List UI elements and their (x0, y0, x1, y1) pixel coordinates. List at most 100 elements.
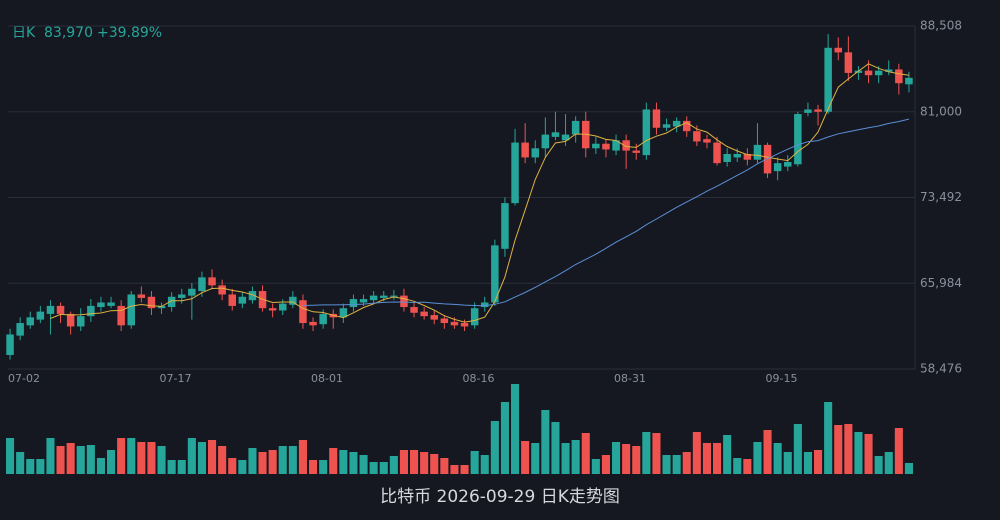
volume-bar (288, 446, 297, 474)
volume-bar (339, 450, 348, 474)
y-tick-label: 58,476 (920, 362, 962, 376)
candle-body (824, 47, 832, 112)
volume-bar (137, 442, 146, 474)
candle-body (188, 288, 196, 296)
candle-body (26, 317, 34, 326)
candle-body (127, 294, 135, 326)
candle-body (289, 296, 297, 305)
volume-bar (682, 452, 691, 474)
volume-bar (319, 460, 328, 474)
volume-bar (773, 443, 782, 474)
volume-bar (56, 446, 65, 474)
candle-body (460, 323, 469, 327)
volume-bar (66, 443, 75, 474)
volume-bar (76, 446, 85, 474)
volume-bar (127, 438, 136, 474)
volume-bar (197, 442, 206, 474)
volume-bar (854, 432, 863, 474)
volume-bar (420, 452, 429, 474)
candle-body (723, 154, 731, 163)
volume-bar (561, 443, 570, 474)
volume-bar (864, 434, 873, 474)
candle-body (622, 140, 630, 151)
volume-bar (551, 422, 560, 474)
candle-body (672, 120, 681, 127)
candle-body (238, 296, 247, 304)
candle-body (410, 307, 418, 313)
candle-body (794, 114, 802, 165)
candle-body (440, 318, 449, 324)
volume-bar (157, 446, 166, 474)
volume-bar (167, 460, 176, 474)
candle-body (319, 313, 327, 325)
candle-body (228, 294, 236, 306)
volume-bar (793, 424, 802, 474)
candle-body (279, 303, 287, 311)
volume-bar (440, 458, 449, 474)
candle-body (470, 308, 479, 326)
candle-body (662, 124, 671, 128)
volume-bar (117, 438, 126, 474)
candle-body (349, 299, 358, 308)
volume-bar (652, 433, 661, 474)
volume-bar (904, 463, 913, 474)
candle-body (551, 132, 560, 137)
ma-line (50, 63, 909, 323)
volume-bar (581, 433, 590, 474)
volume-bar (16, 452, 25, 474)
volume-bar (803, 452, 812, 474)
candle-body (77, 316, 85, 327)
volume-bar (662, 455, 671, 474)
candle-body (117, 305, 125, 326)
candle-body (864, 70, 873, 76)
candle-body (683, 120, 691, 132)
y-tick-label: 81,000 (920, 104, 962, 118)
candle-body (369, 295, 378, 301)
volume-bar (834, 425, 843, 474)
volume-bar (248, 448, 257, 474)
volume-bar (268, 450, 277, 474)
candle-body (521, 142, 529, 158)
volume-bar (632, 446, 641, 474)
candle-body (834, 47, 842, 53)
y-tick-label: 73,492 (920, 190, 962, 204)
volume-bar (642, 432, 651, 474)
candle-body (208, 277, 216, 286)
volume-bar (601, 455, 610, 474)
volume-bar (450, 465, 459, 474)
y-tick-label: 65,984 (920, 276, 962, 290)
candle-body (218, 285, 226, 295)
volume-bar (511, 384, 520, 474)
candle-body (248, 291, 257, 301)
candle-body (16, 323, 24, 336)
volume-bar (258, 452, 267, 474)
candle-body (784, 162, 792, 167)
period-label: 日K (12, 25, 36, 41)
volume-bar (571, 440, 580, 474)
candle-body (854, 70, 863, 73)
candle-body (6, 334, 14, 356)
volume-bar (6, 438, 15, 474)
candle-body (733, 154, 741, 158)
volume-bar (430, 454, 439, 474)
x-tick-label: 08-01 (311, 372, 343, 385)
volume-bar (531, 443, 540, 474)
candle-body (56, 305, 65, 314)
candle-body (612, 140, 620, 151)
candle-body (602, 143, 610, 150)
volume-bar (379, 462, 388, 474)
volume-bar (783, 452, 792, 474)
volume-bar (622, 444, 631, 474)
x-tick-label: 07-02 (8, 372, 40, 385)
volume-bar (460, 465, 469, 474)
candle-body (531, 148, 539, 158)
volume-bar (177, 460, 186, 474)
volume-bar (107, 450, 116, 474)
candle-body (501, 203, 509, 249)
volume-bar (894, 428, 903, 474)
candle-body (642, 109, 651, 156)
chart-title: 比特币 2026-09-29 日K走势图 (380, 487, 620, 507)
volume-bar (480, 455, 489, 474)
candle-body (137, 294, 146, 298)
candle-body (107, 302, 115, 306)
